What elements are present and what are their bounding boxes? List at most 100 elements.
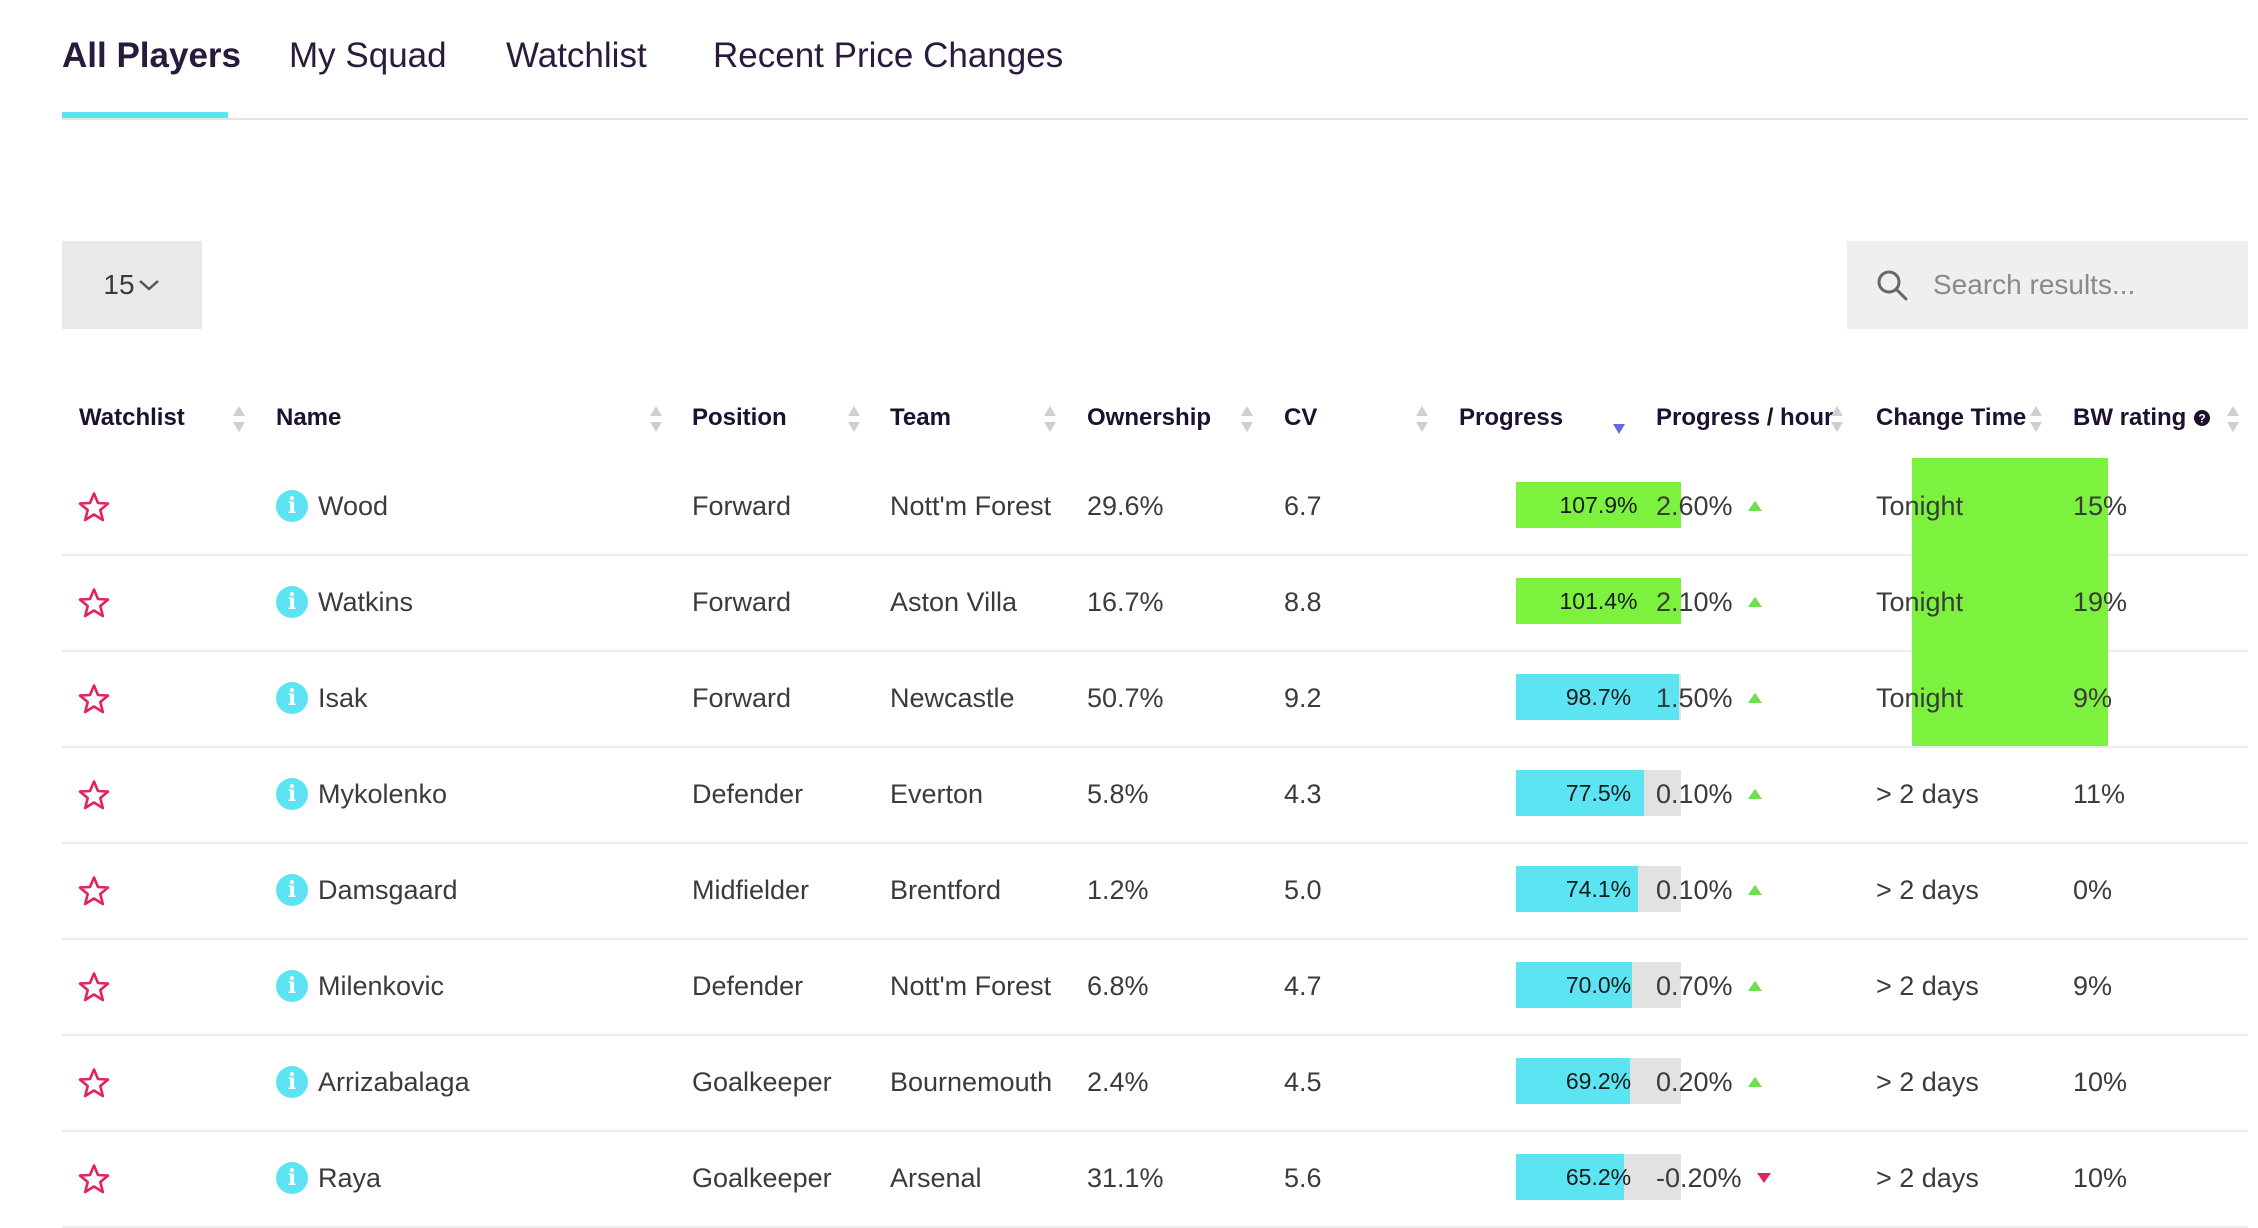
sort-position-icon[interactable] — [847, 404, 861, 434]
active-tab-indicator — [62, 112, 228, 118]
table-row[interactable]: i Damsgaard Midfielder Brentford 1.2% 5.… — [62, 842, 2248, 940]
search-box[interactable] — [1847, 241, 2248, 329]
progress-hour-cell: 2.60% — [1656, 458, 1763, 554]
change-time: > 2 days — [1876, 1162, 1979, 1193]
watchlist-star-icon[interactable] — [78, 683, 110, 715]
player-name[interactable]: Arrizabalaga — [318, 1066, 470, 1097]
progress-hour-value: 2.10% — [1656, 586, 1733, 617]
player-ownership: 16.7% — [1087, 586, 1164, 617]
col-team[interactable]: Team — [890, 404, 951, 431]
player-cv: 5.6 — [1284, 1162, 1322, 1193]
player-position: Defender — [692, 778, 804, 809]
table-row[interactable]: i Mykolenko Defender Everton 5.8% 4.3 77… — [62, 746, 2248, 844]
watchlist-star-icon[interactable] — [78, 1163, 110, 1195]
info-icon[interactable]: i — [276, 1162, 308, 1194]
trend-up-icon — [1747, 597, 1762, 607]
col-position[interactable]: Position — [692, 404, 787, 431]
col-change-time[interactable]: Change Time — [1876, 404, 2027, 431]
col-bw-rating[interactable]: BW rating ? — [2073, 404, 2211, 432]
col-progress-hour[interactable]: Progress / hour — [1656, 404, 1834, 431]
player-name[interactable]: Isak — [318, 682, 368, 713]
progress-value: 101.4% — [1559, 587, 1638, 614]
tab-bar: All Players My Squad Watchlist Recent Pr… — [62, 0, 2248, 120]
sort-cv-icon[interactable] — [1415, 404, 1429, 434]
player-name-cell[interactable]: i Raya — [276, 1130, 381, 1226]
progress-bar-fill — [1516, 674, 1679, 720]
player-name[interactable]: Damsgaard — [318, 874, 458, 905]
col-watchlist[interactable]: Watchlist — [79, 404, 185, 431]
info-icon[interactable]: i — [276, 682, 308, 714]
info-icon[interactable]: i — [276, 970, 308, 1002]
progress-bar: 65.2% — [1516, 1154, 1681, 1200]
tab-recent-price-changes[interactable]: Recent Price Changes — [713, 36, 1064, 75]
info-icon[interactable]: i — [276, 490, 308, 522]
player-ownership: 29.6% — [1087, 490, 1164, 521]
tab-watchlist[interactable]: Watchlist — [506, 36, 647, 75]
help-icon[interactable]: ? — [2193, 409, 2211, 427]
info-icon[interactable]: i — [276, 874, 308, 906]
trend-up-icon — [1747, 789, 1762, 799]
tab-my-squad[interactable]: My Squad — [289, 36, 447, 75]
sort-progress-active-icon[interactable] — [1612, 404, 1626, 434]
trend-up-icon — [1747, 501, 1762, 511]
watchlist-star-icon[interactable] — [78, 779, 110, 811]
progress-bar-fill — [1516, 866, 1639, 912]
info-icon[interactable]: i — [276, 778, 308, 810]
player-name-cell[interactable]: i Milenkovic — [276, 938, 444, 1034]
player-position: Forward — [692, 682, 792, 713]
col-ownership[interactable]: Ownership — [1087, 404, 1212, 431]
sort-bw-rating-icon[interactable] — [2226, 404, 2240, 434]
table-row[interactable]: i Wood Forward Nott'm Forest 29.6% 6.7 1… — [62, 458, 2248, 556]
watchlist-star-icon[interactable] — [78, 1067, 110, 1099]
sort-team-icon[interactable] — [1043, 404, 1057, 434]
table-row[interactable]: i Milenkovic Defender Nott'm Forest 6.8%… — [62, 938, 2248, 1036]
progress-value: 77.5% — [1565, 779, 1632, 806]
watchlist-star-icon[interactable] — [78, 875, 110, 907]
trend-up-icon — [1747, 981, 1762, 991]
progress-value: 65.2% — [1565, 1163, 1632, 1190]
player-name-cell[interactable]: i Wood — [276, 458, 388, 554]
progress-bar: 107.9% — [1516, 482, 1681, 528]
table-row[interactable]: i Isak Forward Newcastle 50.7% 9.2 98.7%… — [62, 650, 2248, 748]
sort-change-time-icon[interactable] — [2029, 404, 2043, 434]
table-row[interactable]: i Raya Goalkeeper Arsenal 31.1% 5.6 65.2… — [62, 1130, 2248, 1228]
player-team: Nott'm Forest — [890, 490, 1052, 521]
player-name[interactable]: Mykolenko — [318, 778, 448, 809]
per-page-select[interactable]: 15 — [62, 241, 202, 329]
player-name[interactable]: Milenkovic — [318, 970, 445, 1001]
col-progress[interactable]: Progress — [1459, 404, 1564, 431]
player-name-cell[interactable]: i Arrizabalaga — [276, 1034, 470, 1130]
change-time-highlight — [1912, 554, 2108, 650]
bw-rating: 0% — [2073, 874, 2113, 905]
progress-value: 107.9% — [1559, 491, 1638, 518]
player-name-cell[interactable]: i Watkins — [276, 554, 413, 650]
player-ownership: 50.7% — [1087, 682, 1164, 713]
watchlist-star-icon[interactable] — [78, 971, 110, 1003]
sort-watchlist-icon[interactable] — [232, 404, 246, 434]
change-time: > 2 days — [1876, 778, 1979, 809]
bw-rating: 11% — [2073, 778, 2126, 809]
player-name[interactable]: Watkins — [318, 586, 414, 617]
player-ownership: 2.4% — [1087, 1066, 1149, 1097]
search-input[interactable] — [1931, 268, 2235, 302]
info-icon[interactable]: i — [276, 1066, 308, 1098]
player-name[interactable]: Raya — [318, 1162, 382, 1193]
change-time-highlight — [1912, 458, 2108, 554]
table-row[interactable]: i Watkins Forward Aston Villa 16.7% 8.8 … — [62, 554, 2248, 652]
sort-progress-hour-icon[interactable] — [1830, 404, 1844, 434]
player-name[interactable]: Wood — [318, 490, 389, 521]
col-cv[interactable]: CV — [1284, 404, 1318, 431]
player-cv: 5.0 — [1284, 874, 1322, 905]
player-name-cell[interactable]: i Isak — [276, 650, 368, 746]
bw-rating: 9% — [2073, 970, 2113, 1001]
player-name-cell[interactable]: i Mykolenko — [276, 746, 447, 842]
sort-ownership-icon[interactable] — [1240, 404, 1254, 434]
col-name[interactable]: Name — [276, 404, 342, 431]
sort-name-icon[interactable] — [649, 404, 663, 434]
table-row[interactable]: i Arrizabalaga Goalkeeper Bournemouth 2.… — [62, 1034, 2248, 1132]
info-icon[interactable]: i — [276, 586, 308, 618]
watchlist-star-icon[interactable] — [78, 491, 110, 523]
watchlist-star-icon[interactable] — [78, 587, 110, 619]
player-name-cell[interactable]: i Damsgaard — [276, 842, 458, 938]
tab-all-players[interactable]: All Players — [62, 36, 241, 75]
